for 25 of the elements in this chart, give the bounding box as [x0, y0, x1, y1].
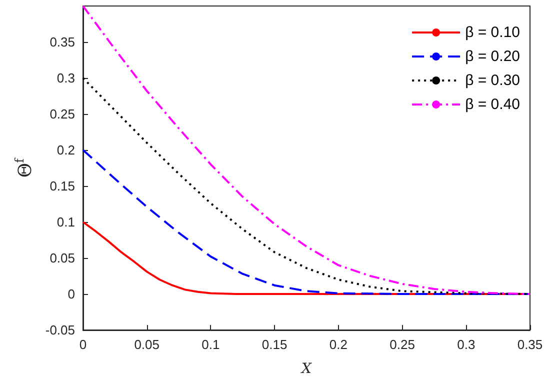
- y-tick-label: 0.15: [50, 178, 75, 194]
- y-tick-label: 0.25: [50, 106, 75, 122]
- y-tick-label: -0.05: [45, 322, 75, 338]
- x-tick-label: 0.15: [262, 337, 288, 352]
- x-axis-title: X: [300, 361, 313, 377]
- y-tick-label: 0.05: [50, 250, 75, 266]
- y-tick-label: 0.3: [56, 70, 75, 86]
- legend-label: β = 0.20: [465, 48, 520, 65]
- legend-label: β = 0.10: [465, 24, 520, 41]
- legend-label: β = 0.30: [465, 72, 520, 89]
- x-tick-label: 0.25: [390, 337, 415, 352]
- y-tick-label: 0.1: [56, 214, 75, 230]
- y-tick-label: 0.35: [50, 34, 75, 50]
- line-series: [82, 5, 531, 295]
- x-tick-label: 0.1: [202, 337, 220, 352]
- x-tick-label: 0.05: [134, 337, 160, 352]
- x-tick-label: 0.35: [517, 337, 543, 352]
- x-tick-label: 0.2: [329, 337, 348, 352]
- x-tick-label: 0: [79, 337, 87, 352]
- line-series: [82, 149, 531, 295]
- y-tick-label: 0.2: [56, 142, 75, 158]
- legend-label: β = 0.40: [465, 96, 520, 113]
- y-tick-label: 0: [68, 286, 75, 302]
- y-axis-title: Θf: [12, 156, 36, 178]
- x-tick-label: 0.3: [457, 337, 476, 352]
